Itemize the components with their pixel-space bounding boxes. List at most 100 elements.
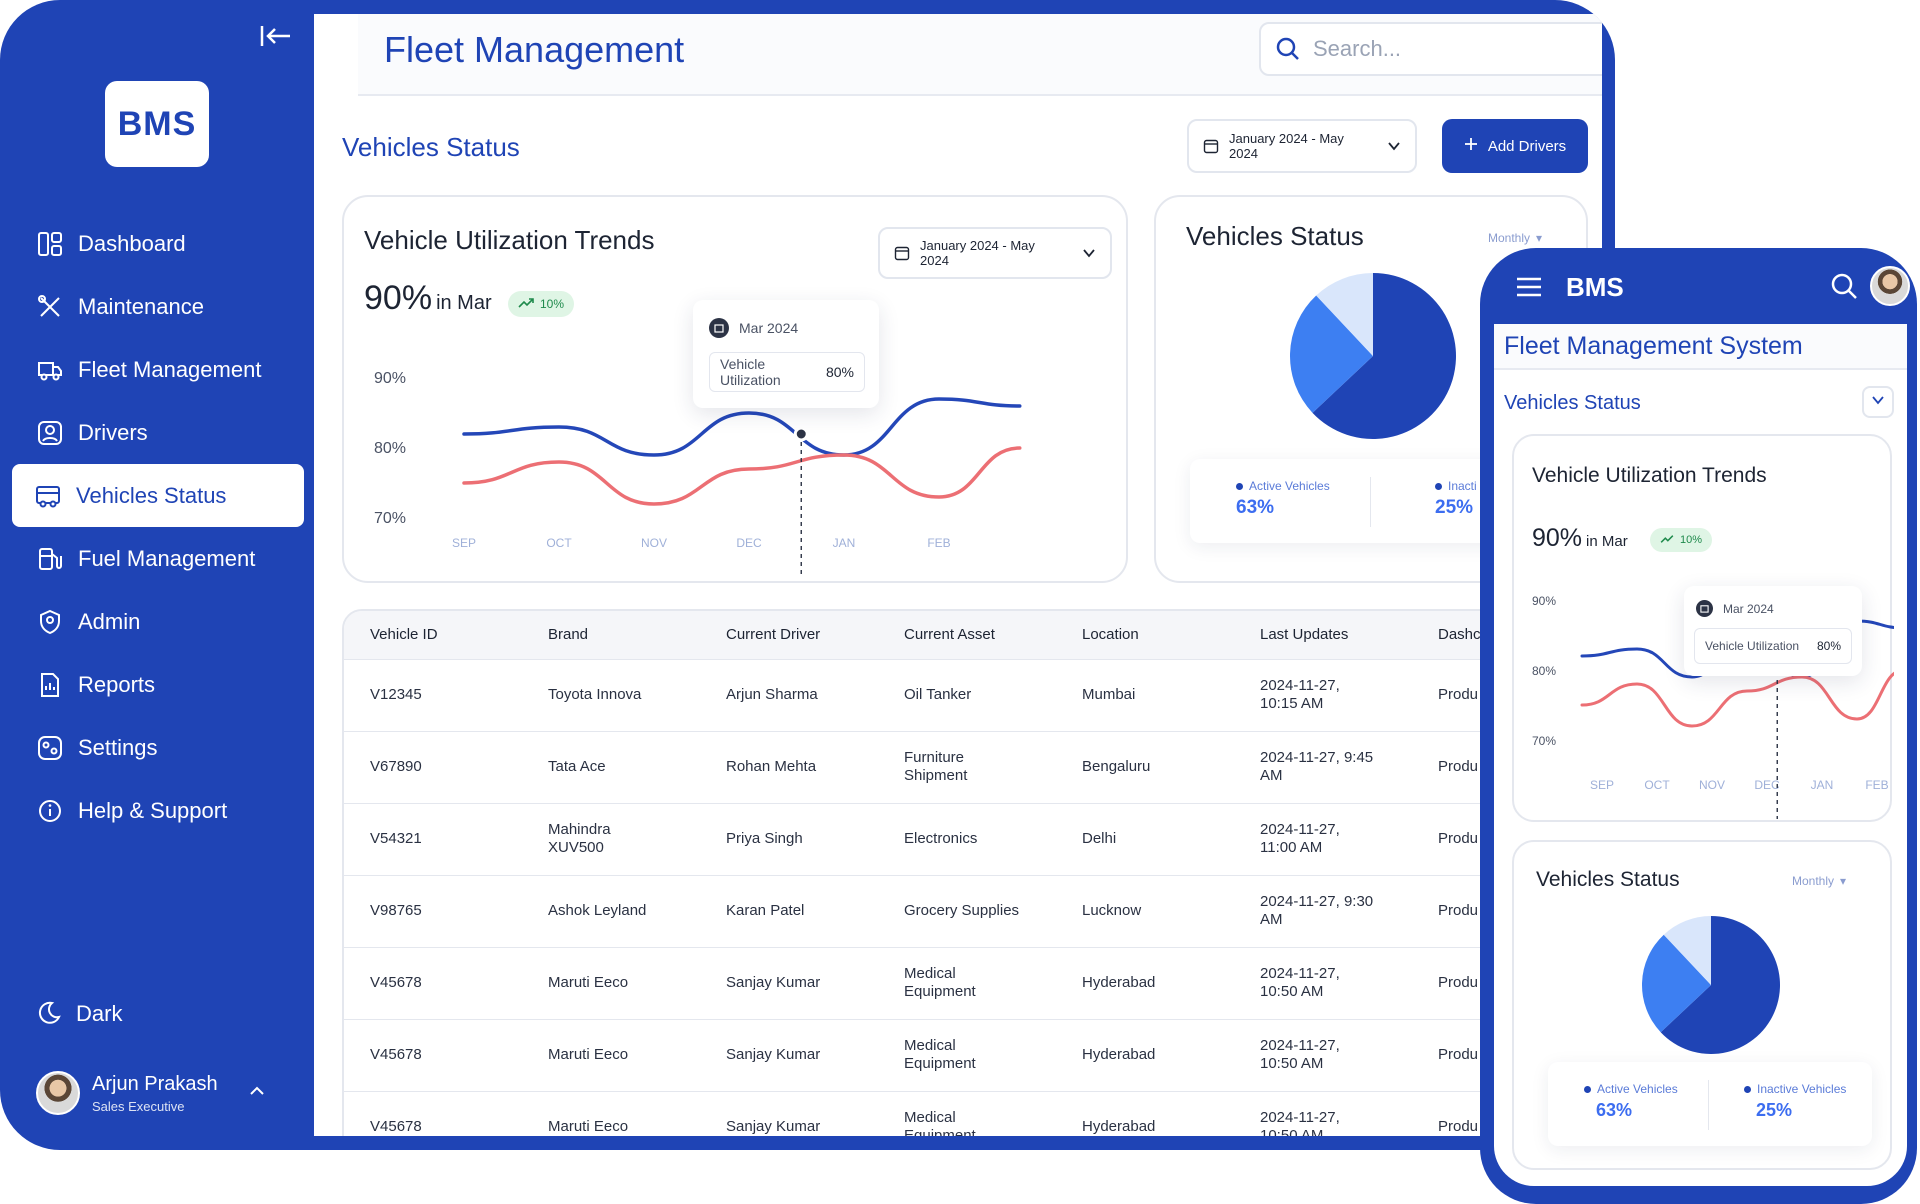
date-range-picker[interactable]: January 2024 - May 2024 bbox=[1187, 119, 1417, 173]
mobile-section-title: Vehicles Status bbox=[1504, 392, 1641, 414]
table-cell: Furniture Shipment bbox=[878, 730, 1056, 803]
x-tick-label: JAN bbox=[1811, 778, 1834, 792]
table-header-row: Vehicle ID Brand Current Driver Current Ass… bbox=[344, 611, 1600, 659]
hamburger-menu-icon[interactable] bbox=[1516, 276, 1542, 298]
trend-up-icon bbox=[1660, 534, 1674, 547]
add-drivers-button[interactable]: Add Drivers bbox=[1442, 119, 1588, 173]
tooltip-value: 80% bbox=[1816, 639, 1841, 653]
table-row[interactable]: V67890 Tata Ace Rohan Mehta Furniture Shipm… bbox=[344, 730, 1600, 803]
cell-text: Sanjay Kumar bbox=[726, 974, 821, 991]
sidebar-item-label: Reports bbox=[78, 671, 156, 697]
column-header[interactable]: Vehicle ID bbox=[370, 626, 438, 644]
mobile-status-card: Vehicles Status Monthly ▾ Active Vehicle… bbox=[1512, 840, 1892, 1170]
driver-icon bbox=[36, 419, 64, 447]
sidebar-item-label: Maintenance bbox=[78, 293, 204, 319]
utilization-date-picker[interactable]: January 2024 - May 2024 bbox=[878, 227, 1112, 279]
calendar-icon bbox=[1203, 138, 1219, 154]
table-cell: Priya Singh bbox=[700, 802, 878, 875]
table-row[interactable]: V45678 Maruti Eeco Sanjay Kumar Medical Equ… bbox=[344, 1018, 1600, 1091]
cell-text: Maruti Eeco bbox=[548, 1118, 629, 1136]
x-tick-label: DEC bbox=[736, 536, 762, 550]
sidebar-nav: Dashboard Maintenance Fleet Management Driv… bbox=[0, 212, 314, 842]
search-icon bbox=[1275, 36, 1301, 62]
sidebar-item-maintenance[interactable]: Maintenance bbox=[0, 275, 314, 338]
x-tick-label: OCT bbox=[546, 536, 572, 550]
table-cell: 2024-11-27, 10:15 AM bbox=[1234, 658, 1412, 731]
table-row[interactable]: V45678 Maruti Eeco Sanjay Kumar Medical Equ… bbox=[344, 946, 1600, 1019]
cell-text: Sanjay Kumar bbox=[726, 1046, 821, 1063]
sidebar-item-label: Settings bbox=[78, 734, 158, 760]
column-header[interactable]: Current Driver bbox=[726, 626, 821, 644]
column-header[interactable]: Last Updates bbox=[1260, 626, 1349, 644]
sidebar-item-vehicles-status[interactable]: Vehicles Status bbox=[12, 464, 304, 527]
sidebar-item-label: Admin bbox=[78, 608, 141, 634]
column-header[interactable]: Location bbox=[1082, 626, 1139, 644]
table-cell: 2024-11-27, 10:50 AM bbox=[1234, 1090, 1412, 1136]
dark-mode-toggle[interactable]: Dark bbox=[36, 1000, 122, 1028]
mobile-section-dropdown[interactable] bbox=[1862, 386, 1894, 418]
sidebar-item-drivers[interactable]: Drivers bbox=[0, 401, 314, 464]
trend-value: 10% bbox=[1680, 534, 1703, 546]
sidebar-item-label: Fuel Management bbox=[78, 545, 256, 571]
cell-text: 2024-11-27, 9:30 AM bbox=[1260, 893, 1374, 928]
chevron-down-icon bbox=[1387, 139, 1401, 153]
table-cell: Mumbai bbox=[1056, 658, 1234, 731]
sidebar-item-reports[interactable]: Reports bbox=[0, 653, 314, 716]
sidebar-item-dashboard[interactable]: Dashboard bbox=[0, 212, 314, 275]
table-cell: Sanjay Kumar bbox=[700, 946, 878, 1019]
user-profile[interactable]: Arjun Prakash Sales Executive bbox=[36, 1068, 286, 1118]
table-cell: 2024-11-27, 10:50 AM bbox=[1234, 1018, 1412, 1091]
pie-slice-2 bbox=[1663, 916, 1711, 985]
dashboard-icon bbox=[36, 230, 64, 258]
annotation-point[interactable] bbox=[793, 426, 809, 442]
search-icon[interactable] bbox=[1830, 272, 1858, 300]
report-icon bbox=[36, 671, 64, 699]
cell-text: Priya Singh bbox=[726, 830, 803, 847]
chart-tooltip: Mar 2024 Vehicle Utilization 80% bbox=[693, 300, 879, 408]
brand-logo: BMS bbox=[105, 81, 209, 167]
utilization-headline: 90% in Mar bbox=[364, 279, 492, 318]
settings-icon bbox=[36, 734, 64, 762]
sidebar-item-settings[interactable]: Settings bbox=[0, 716, 314, 779]
series-line-1 bbox=[462, 446, 1022, 506]
calendar-badge-icon bbox=[709, 318, 729, 338]
fuel-icon bbox=[36, 545, 64, 573]
legend-dot bbox=[1744, 1085, 1751, 1093]
chevron-up-icon[interactable] bbox=[248, 1082, 266, 1100]
column-header[interactable]: Current Asset bbox=[904, 626, 995, 644]
series-line-0 bbox=[462, 397, 1022, 457]
period-select[interactable]: Monthly ▾ bbox=[1792, 874, 1846, 888]
sidebar-item-help-support[interactable]: Help & Support bbox=[0, 779, 314, 842]
search-input[interactable]: Search... bbox=[1259, 22, 1602, 76]
tooltip-label: Vehicle Utilization bbox=[720, 356, 781, 388]
table-cell: Arjun Sharma bbox=[700, 658, 878, 731]
chevron-down-icon bbox=[1082, 246, 1096, 260]
table-row[interactable]: V54321 Mahindra XUV500 Priya Singh Electron… bbox=[344, 802, 1600, 875]
table-cell: 2024-11-27, 9:30 AM bbox=[1234, 874, 1412, 947]
table-row[interactable]: V12345 Toyota Innova Arjun Sharma Oil Tanke… bbox=[344, 658, 1600, 731]
cell-text: Maruti Eeco bbox=[548, 1046, 629, 1063]
column-header[interactable]: Brand bbox=[548, 626, 589, 644]
legend-active: Active Vehicles 63% bbox=[1236, 479, 1330, 519]
cell-text: Produ bbox=[1438, 902, 1479, 919]
avatar[interactable] bbox=[1870, 266, 1910, 306]
legend-inactive-label: Inactive Vehicles bbox=[1757, 1082, 1847, 1096]
utilization-date-label: January 2024 - May 2024 bbox=[920, 238, 1035, 268]
mobile-chart-tooltip: Mar 2024 Vehicle Utilization 80% bbox=[1684, 586, 1862, 676]
trend-value: 10% bbox=[540, 297, 565, 311]
sidebar-item-fuel-management[interactable]: Fuel Management bbox=[0, 527, 314, 590]
truck-icon bbox=[36, 356, 64, 384]
legend-dot bbox=[1236, 482, 1243, 490]
table-row[interactable]: V45678 Maruti Eeco Sanjay Kumar Medical Equ… bbox=[344, 1090, 1600, 1136]
column-header[interactable]: Dashca bbox=[1438, 626, 1489, 644]
sidebar-item-admin[interactable]: Admin bbox=[0, 590, 314, 653]
x-tick-label: FEB bbox=[927, 536, 950, 550]
table-row[interactable]: V98765 Ashok Leyland Karan Patel Grocery Su… bbox=[344, 874, 1600, 947]
sidebar-item-fleet-management[interactable]: Fleet Management bbox=[0, 338, 314, 401]
period-select[interactable]: Monthly ▾ bbox=[1488, 231, 1542, 245]
legend-inactive-value: 25% bbox=[1435, 497, 1474, 518]
collapse-sidebar-icon[interactable] bbox=[258, 22, 294, 50]
x-tick-label: SEP bbox=[452, 536, 476, 550]
cell-text: Produ bbox=[1438, 1046, 1479, 1063]
x-tick-label: FEB bbox=[1865, 778, 1888, 792]
